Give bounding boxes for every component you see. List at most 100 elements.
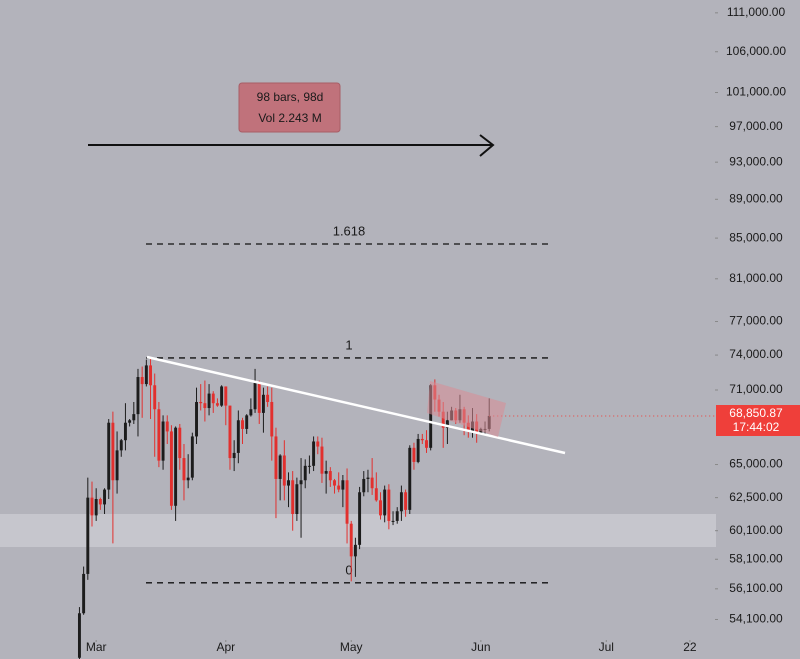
y-tick-label: 71,000.00 (729, 382, 783, 396)
candle-body (316, 441, 320, 447)
candle-body (190, 436, 194, 478)
y-tick-label: 62,500.00 (729, 490, 783, 504)
candle-body (387, 489, 391, 521)
candle-body (416, 438, 420, 462)
trend-line (146, 355, 566, 455)
candle-body (107, 422, 111, 490)
candle-body (404, 492, 408, 510)
x-tick-label: May (340, 640, 363, 654)
candle-body (466, 422, 470, 432)
measure-box (238, 82, 341, 133)
measure-volume: Vol 2.243 M (258, 111, 321, 125)
candle-body (182, 458, 186, 481)
candle-body (245, 415, 249, 429)
candle-body (270, 401, 274, 437)
candle-body (379, 500, 382, 516)
y-tick-label: 81,000.00 (729, 271, 783, 285)
candle-body (103, 489, 106, 505)
y-tick-label: 60,100.00 (729, 523, 783, 537)
candle-body (111, 422, 115, 481)
candle-body (136, 377, 140, 415)
x-tick-label: 22 (683, 640, 697, 654)
candle-body (228, 405, 232, 459)
candle-body (119, 440, 123, 451)
x-tick-label: Mar (86, 640, 107, 654)
candle-body (282, 455, 286, 486)
candle-body (241, 420, 244, 429)
candle-body (174, 427, 178, 506)
flag-channel (427, 381, 506, 437)
y-tick-label: 85,000.00 (729, 230, 783, 244)
candle-body (395, 511, 399, 521)
candle-body (278, 455, 282, 479)
y-tick-label: 97,000.00 (729, 119, 783, 133)
candle-body (86, 497, 90, 574)
countdown: 17:44:02 (733, 420, 780, 434)
candle-body (257, 382, 261, 413)
last-price: 68,850.87 (729, 406, 783, 420)
candle-body (291, 480, 295, 515)
candle-body (287, 480, 290, 486)
candle-body (261, 394, 265, 413)
x-tick-label: Apr (216, 640, 235, 654)
candle-body (408, 447, 412, 510)
fib-label: 0 (345, 562, 352, 577)
candle-body (445, 420, 449, 428)
y-tick-label: 54,100.00 (729, 612, 783, 626)
y-tick-label: 111,000.00 (727, 5, 786, 19)
candle-body (324, 471, 328, 474)
candle-body (374, 488, 378, 501)
candle-body (94, 498, 98, 516)
y-tick-label: 56,100.00 (729, 581, 783, 595)
candle-body (178, 427, 182, 459)
candle-body (253, 382, 257, 410)
support-zone (0, 514, 716, 547)
candle-body (274, 436, 278, 479)
candle-body (195, 401, 198, 437)
candle-body (249, 409, 253, 416)
candle-body (425, 440, 428, 448)
candle-body (383, 489, 387, 516)
candle-body (353, 544, 357, 557)
candle-body (303, 465, 307, 481)
candle-body (207, 393, 211, 409)
candle-body (98, 498, 102, 505)
candle-body (232, 452, 236, 459)
candle-body (199, 401, 203, 404)
y-tick-label: 74,000.00 (729, 347, 783, 361)
arrow-head (479, 134, 495, 157)
candle-body (169, 431, 173, 506)
candle-body (391, 520, 395, 522)
candle-body (90, 497, 94, 516)
candle-body (128, 420, 132, 423)
candle-body (337, 485, 341, 490)
candle-body (295, 484, 299, 515)
candle-body (140, 377, 144, 385)
candle-body (299, 480, 303, 485)
plot-area: 111,000.00 106,000.00 101,000.00 97,000.00 9… (77, 5, 786, 659)
candle-body (441, 411, 445, 428)
y-tick-label: 101,000.00 (726, 85, 786, 99)
x-tick-label: Jul (599, 640, 614, 654)
y-tick-label: 58,100.00 (729, 551, 783, 565)
candle-body (399, 492, 403, 512)
y-tick-label: 93,000.00 (729, 154, 783, 168)
candle-body (307, 465, 311, 467)
candle-body (215, 403, 219, 406)
x-tick-label: Jun (471, 640, 490, 654)
candle-body (186, 477, 190, 481)
candle-body (220, 386, 224, 406)
candle-body (320, 446, 324, 474)
candle-body (420, 438, 424, 441)
candle-body (123, 422, 127, 441)
candle-body (203, 403, 207, 409)
candle-body (370, 477, 374, 489)
candle-body (153, 385, 157, 410)
candle-body (115, 450, 119, 481)
candle-body (144, 365, 148, 385)
candle-body (224, 386, 228, 406)
candle-body (328, 471, 332, 481)
measure-bars: 98 bars, 98d (257, 90, 324, 104)
